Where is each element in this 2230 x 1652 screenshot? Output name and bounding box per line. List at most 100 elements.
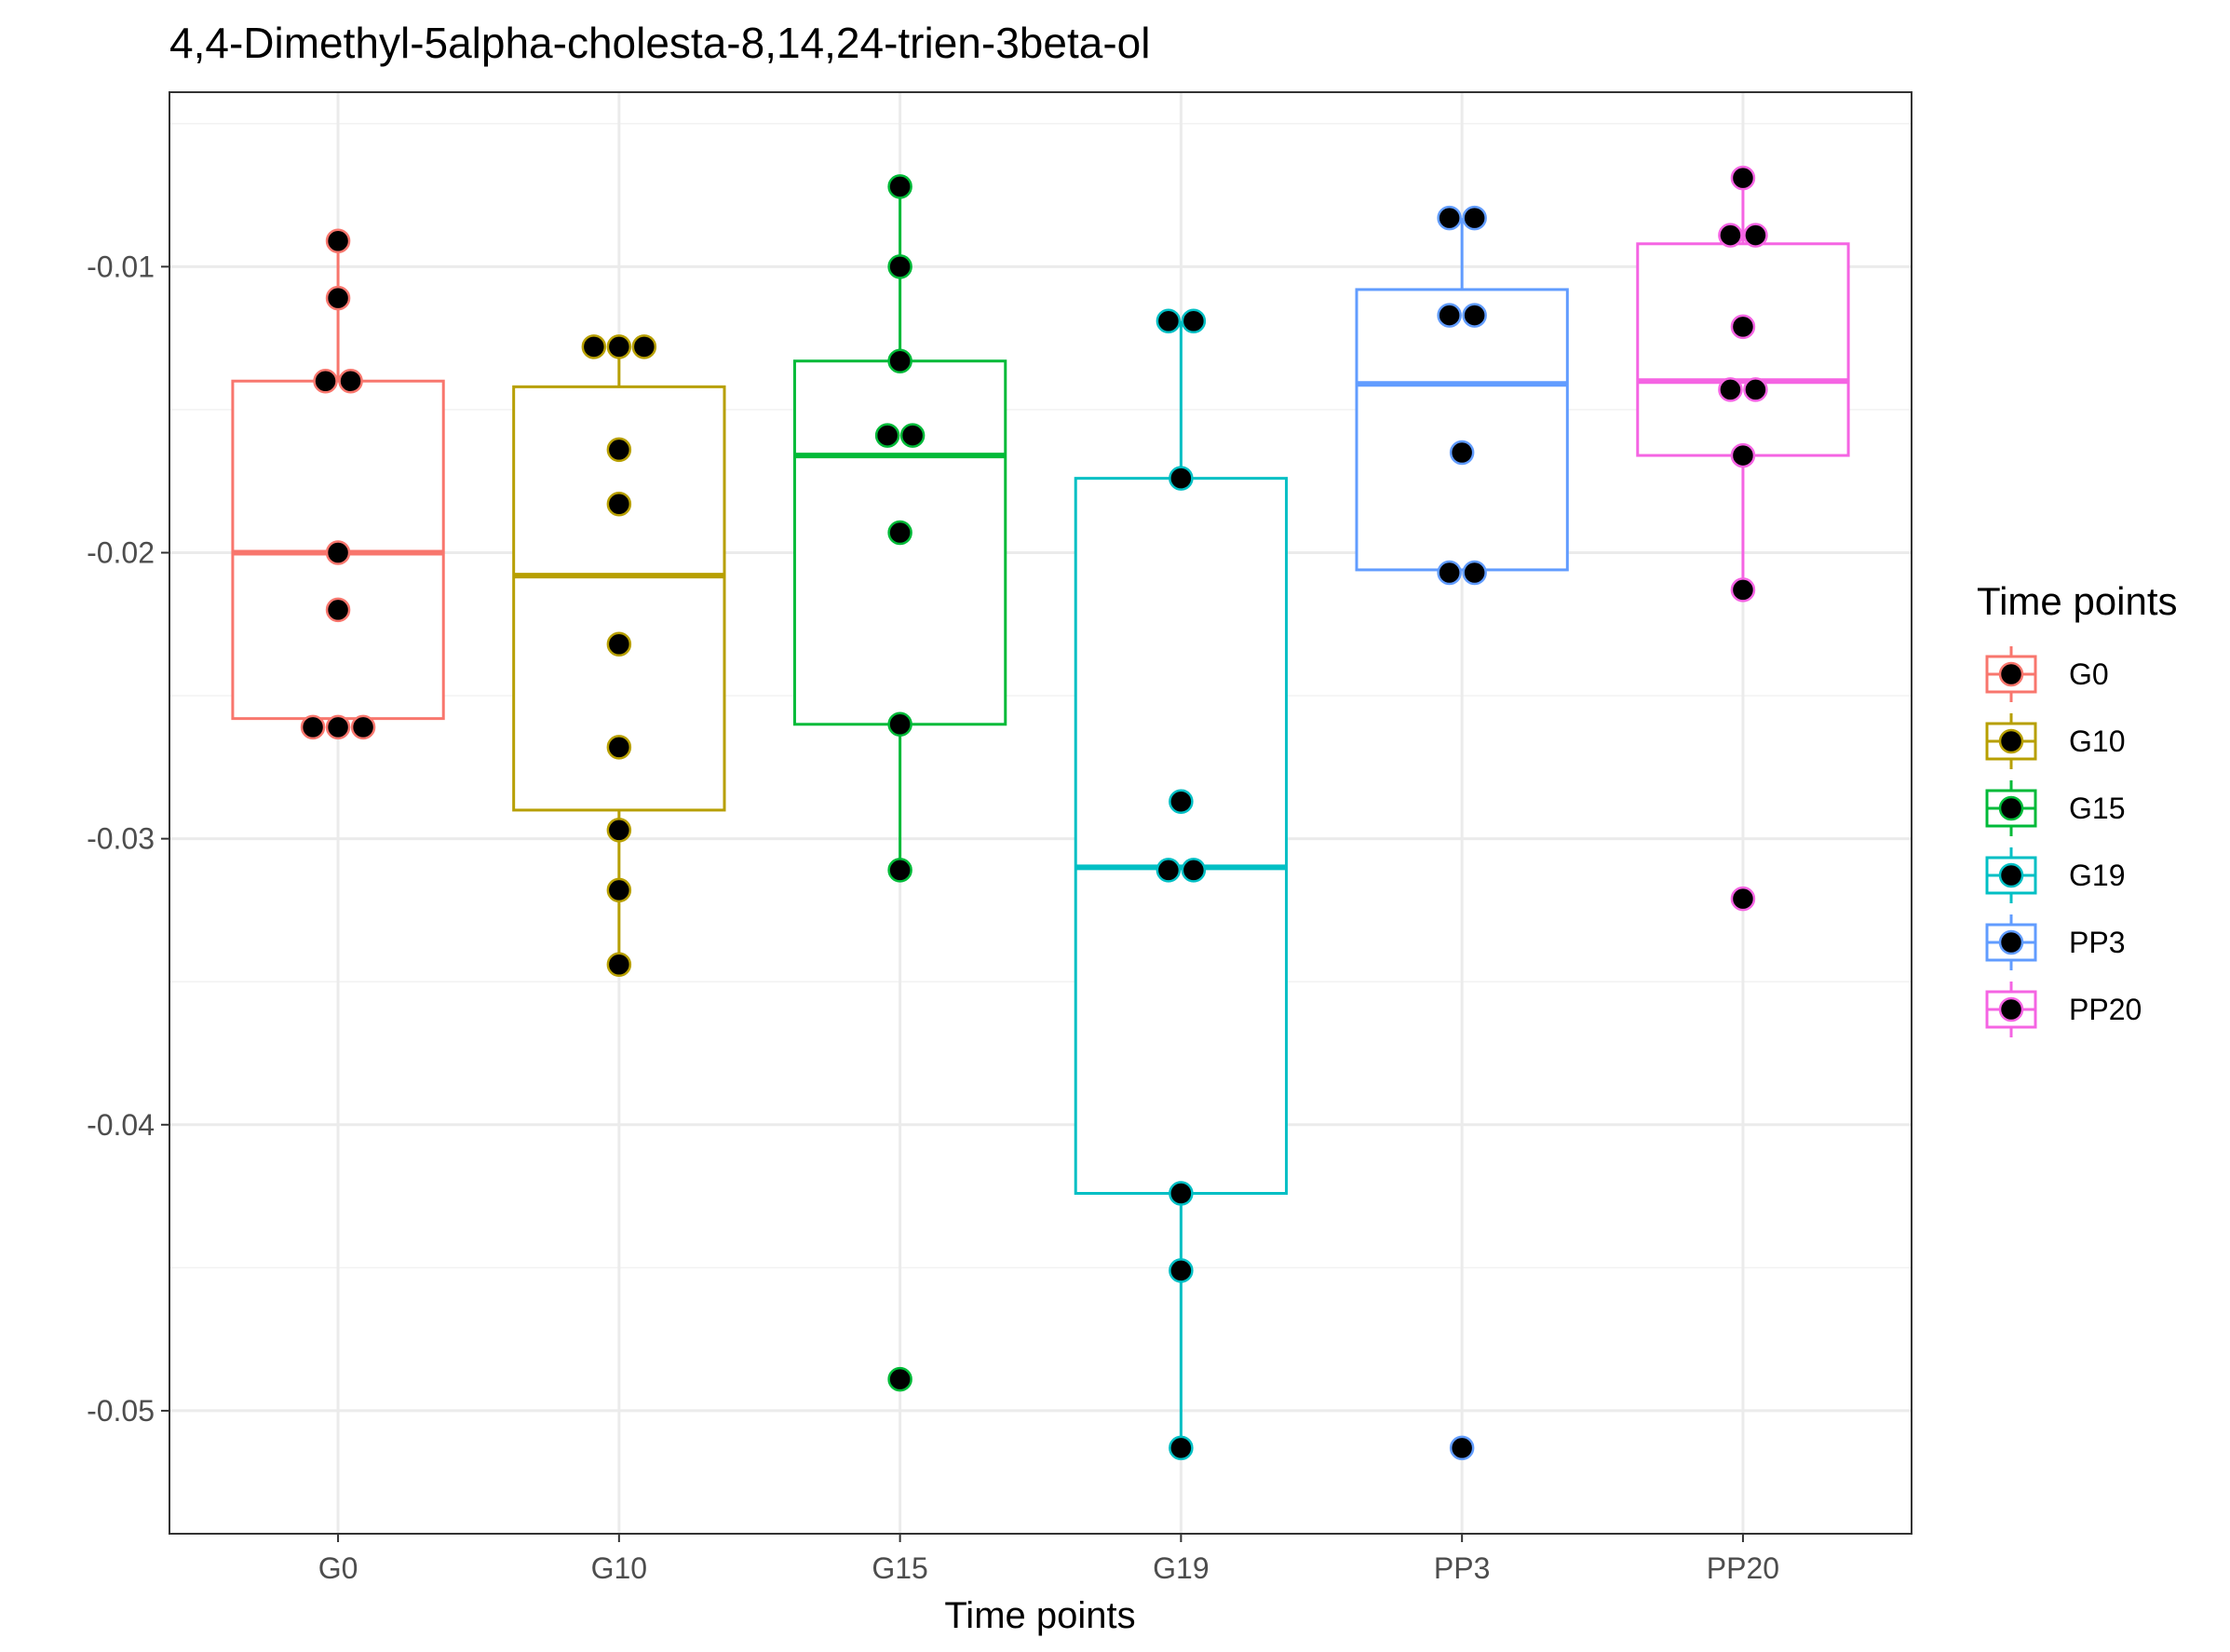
x-tick-label: PP3 — [1434, 1551, 1490, 1585]
legend: Time points G0 G10 G15 G19 PP3 PP20 — [1977, 579, 2178, 1037]
legend-item-pp3: PP3 — [1985, 914, 2125, 970]
legend-key-point — [1998, 862, 2024, 888]
legend-key-point — [1998, 795, 2024, 821]
legend-label: PP20 — [2069, 993, 2142, 1026]
data-point — [887, 520, 912, 546]
data-point — [899, 423, 926, 448]
x-axis-title: Time points — [944, 1595, 1135, 1636]
data-point — [1730, 886, 1756, 912]
data-point — [1181, 858, 1207, 883]
data-point — [1462, 205, 1487, 231]
data-point — [606, 437, 632, 463]
legend-key-point — [1998, 929, 2024, 955]
data-point — [887, 348, 912, 373]
box — [1355, 288, 1569, 572]
legend-key-point — [1998, 728, 2024, 754]
data-point — [1449, 440, 1475, 466]
data-point — [350, 714, 376, 740]
data-point — [581, 334, 607, 359]
data-point — [606, 735, 632, 760]
boxplot-g15 — [792, 174, 1007, 1392]
data-point — [1462, 560, 1487, 586]
boxplot-g0 — [231, 228, 445, 740]
legend-item-g0: G0 — [1985, 646, 2109, 702]
plot-background — [169, 92, 1912, 1534]
x-tick-label: G0 — [318, 1551, 358, 1585]
data-point — [606, 334, 632, 359]
data-point — [325, 228, 351, 253]
legend-label: PP3 — [2069, 926, 2125, 959]
boxes — [231, 165, 1850, 1461]
data-point — [338, 368, 363, 394]
y-tick-label: -0.02 — [87, 536, 155, 570]
y-tick-label: -0.04 — [87, 1108, 155, 1142]
x-tick-label: PP20 — [1707, 1551, 1779, 1585]
y-tick-label: -0.03 — [87, 822, 155, 856]
boxplot-g19 — [1074, 308, 1289, 1461]
y-axis: -0.05 -0.04 -0.03 -0.02 -0.01 — [87, 250, 169, 1428]
data-point — [874, 423, 900, 448]
data-point — [300, 714, 326, 740]
data-point — [1730, 577, 1756, 603]
legend-key-point — [1998, 996, 2024, 1022]
boxplot-pp3 — [1355, 205, 1569, 1461]
data-point — [606, 818, 632, 843]
y-tick-label: -0.05 — [87, 1394, 155, 1428]
data-point — [887, 174, 912, 199]
legend-label: G19 — [2069, 859, 2125, 892]
y-tick-label: -0.01 — [87, 250, 155, 283]
data-point — [1718, 377, 1743, 402]
boxplot-pp20 — [1636, 165, 1850, 912]
box — [1074, 477, 1289, 1195]
data-point — [1449, 1435, 1475, 1461]
legend-item-g19: G19 — [1985, 847, 2125, 903]
x-tick-label: G19 — [1153, 1551, 1209, 1585]
data-point — [1743, 377, 1768, 402]
data-point — [1156, 308, 1182, 333]
data-point — [887, 711, 912, 738]
data-point — [1169, 1258, 1194, 1283]
legend-item-pp20: PP20 — [1985, 982, 2142, 1037]
legend-label: G0 — [2069, 657, 2109, 691]
data-point — [1169, 789, 1194, 814]
x-tick-label: G15 — [872, 1551, 927, 1585]
legend-title: Time points — [1977, 579, 2178, 623]
plot-border — [169, 91, 1912, 1535]
box — [1636, 242, 1850, 457]
legend-item-g10: G10 — [1985, 713, 2125, 769]
chart-title: 4,4-Dimethyl-5alpha-cholesta-8,14,24-tri… — [169, 19, 1150, 67]
data-point — [1156, 858, 1182, 883]
data-point — [1181, 308, 1207, 333]
legend-label: G15 — [2069, 792, 2125, 825]
data-point — [1462, 303, 1487, 328]
data-point — [1437, 303, 1462, 328]
data-point — [606, 631, 632, 657]
data-point — [887, 1366, 912, 1392]
data-point — [606, 952, 632, 978]
data-point — [1730, 314, 1756, 340]
data-point — [325, 714, 351, 740]
data-point — [1743, 223, 1768, 248]
legend-item-g15: G15 — [1985, 780, 2125, 836]
data-point — [325, 540, 351, 565]
data-point — [1169, 1435, 1194, 1461]
data-point — [1169, 466, 1194, 491]
data-point — [1169, 1181, 1194, 1206]
data-point — [1437, 205, 1462, 231]
data-point — [606, 877, 632, 903]
data-point — [606, 492, 632, 517]
x-axis: G0 G10 G15 G19 PP3 PP20 — [318, 1534, 1779, 1585]
x-tick-label: G10 — [591, 1551, 647, 1585]
data-point — [1718, 223, 1743, 248]
legend-key-point — [1998, 661, 2024, 687]
legend-label: G10 — [2069, 724, 2125, 758]
data-point — [1730, 442, 1756, 468]
data-point — [887, 254, 912, 279]
data-point — [325, 597, 351, 623]
data-point — [1730, 165, 1756, 191]
data-point — [313, 368, 338, 394]
boxplot-g10 — [512, 334, 726, 978]
data-point — [1437, 560, 1462, 586]
data-point — [887, 858, 912, 883]
